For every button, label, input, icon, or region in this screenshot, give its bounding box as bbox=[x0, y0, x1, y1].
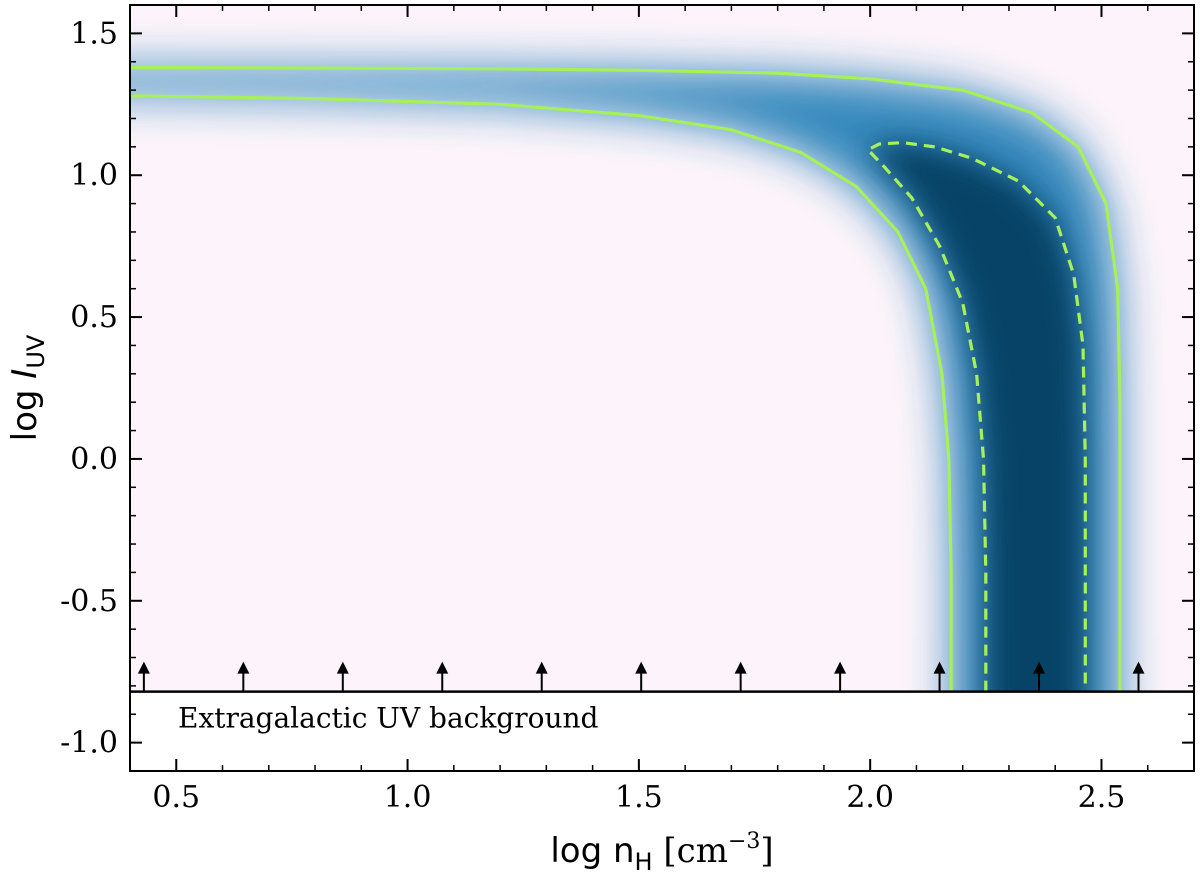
x-label-close: ] bbox=[760, 831, 773, 871]
lower-limit-arrow-head-3 bbox=[436, 661, 449, 674]
y-tick-label-2: 0.5 bbox=[70, 300, 118, 335]
y-label-italic: I bbox=[5, 369, 45, 379]
lower-limit-arrow-head-4 bbox=[535, 661, 548, 674]
lower-limit-arrow-head-9 bbox=[1033, 661, 1046, 674]
x-tick-label-0: 0.5 bbox=[152, 780, 200, 815]
lower-limit-arrow-head-5 bbox=[635, 661, 648, 674]
lower-limit-arrow-head-0 bbox=[137, 661, 150, 674]
x-tick-label-3: 2.0 bbox=[846, 780, 894, 815]
density-heatmap bbox=[130, 5, 1194, 692]
x-tick-label-2: 1.5 bbox=[615, 780, 663, 815]
x-label-prefix: log n bbox=[550, 831, 634, 871]
y-tick-label-0: 1.5 bbox=[70, 16, 118, 51]
lower-limit-arrow-head-2 bbox=[336, 661, 349, 674]
lower-limit-arrow-head-6 bbox=[734, 661, 747, 674]
contour-solid-1 bbox=[130, 94, 953, 692]
contour-solid-0 bbox=[130, 65, 1122, 692]
x-label-sub: H bbox=[635, 848, 653, 873]
lower-limit-arrow-head-1 bbox=[237, 661, 250, 674]
x-axis-label: log nH [cm−3] bbox=[550, 829, 773, 873]
confidence-contours bbox=[130, 65, 1122, 692]
lower-limit-arrow-head-10 bbox=[1132, 661, 1145, 674]
y-tick-label-5: -1.0 bbox=[60, 726, 118, 761]
x-label-units: [cm bbox=[653, 831, 728, 871]
y-label-prefix: log bbox=[5, 379, 45, 442]
uv-background-label: Extragalactic UV background bbox=[178, 702, 599, 735]
x-tick-label-4: 2.5 bbox=[1078, 780, 1126, 815]
contour-dashed-2 bbox=[865, 140, 1087, 692]
y-tick-label-1: 1.0 bbox=[70, 158, 118, 193]
lower-limit-arrow-head-7 bbox=[834, 661, 847, 674]
x-label-sup: −3 bbox=[728, 829, 760, 854]
y-tick-label-4: -0.5 bbox=[60, 584, 118, 619]
plot-frame bbox=[129, 4, 1195, 772]
uv-background-region bbox=[130, 690, 1194, 771]
y-label-sub: UV bbox=[22, 334, 50, 369]
axes: 0.5 1.0 1.5 2.0 2.5 1.5 1.0 0.5 0.0 -0.5 -1.0 bbox=[60, 4, 1195, 815]
x-tick-label-1: 1.0 bbox=[384, 780, 432, 815]
density-core bbox=[867, 142, 1086, 692]
background-region-fill bbox=[130, 691, 1194, 771]
y-axis-label: log IUV bbox=[5, 334, 50, 441]
y-tick-label-3: 0.0 bbox=[70, 442, 118, 477]
lower-limit-arrows bbox=[137, 661, 1145, 692]
lower-limit-arrow-head-8 bbox=[933, 661, 946, 674]
